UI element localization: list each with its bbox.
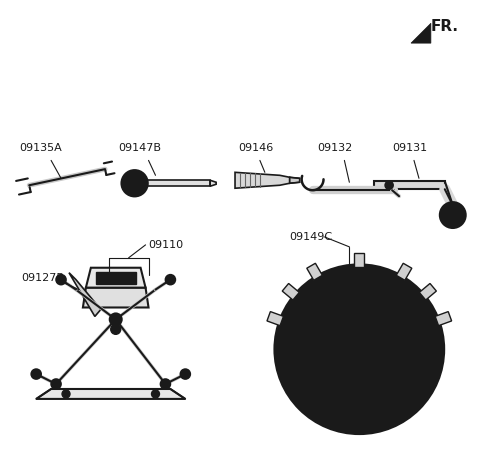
Circle shape [166,274,175,285]
Polygon shape [267,311,284,326]
Text: 09127B: 09127B [21,273,64,283]
Circle shape [288,278,431,421]
Circle shape [110,314,122,325]
Ellipse shape [444,206,462,224]
Circle shape [304,320,351,368]
Circle shape [180,369,190,379]
Bar [391,338,409,352]
Polygon shape [354,253,364,267]
Polygon shape [374,181,445,189]
Polygon shape [435,311,452,326]
Polygon shape [69,273,101,316]
Bar [391,307,409,333]
Polygon shape [235,172,290,188]
Text: 09110: 09110 [148,240,184,250]
Text: FR.: FR. [431,19,459,34]
Polygon shape [290,177,300,183]
Text: 09135A: 09135A [19,144,62,153]
Text: 09131: 09131 [392,144,427,153]
Circle shape [111,324,120,334]
Ellipse shape [440,202,466,228]
Polygon shape [411,23,431,43]
Circle shape [128,176,142,190]
Polygon shape [134,180,210,186]
Circle shape [275,265,444,434]
Circle shape [56,274,66,285]
Circle shape [51,379,61,389]
Text: 09147B: 09147B [119,144,162,153]
Bar [364,305,416,376]
Polygon shape [396,263,412,280]
Polygon shape [210,180,216,186]
Circle shape [322,338,334,350]
Bar [367,338,387,352]
Bar [367,307,387,333]
Circle shape [31,369,41,379]
Circle shape [160,379,170,389]
Circle shape [313,330,341,358]
Polygon shape [307,263,323,280]
Text: 09149C: 09149C [290,232,333,242]
Bar [96,272,136,284]
Bar [332,381,411,391]
Polygon shape [420,284,436,300]
Polygon shape [36,389,185,399]
Circle shape [62,390,70,398]
Ellipse shape [448,210,458,220]
Bar [367,357,409,371]
Circle shape [385,181,393,189]
Circle shape [152,390,159,398]
Text: 09146: 09146 [238,144,273,153]
Polygon shape [86,268,145,288]
Circle shape [122,171,147,196]
Polygon shape [282,284,300,300]
Text: 09132: 09132 [318,144,353,153]
Polygon shape [83,288,148,307]
